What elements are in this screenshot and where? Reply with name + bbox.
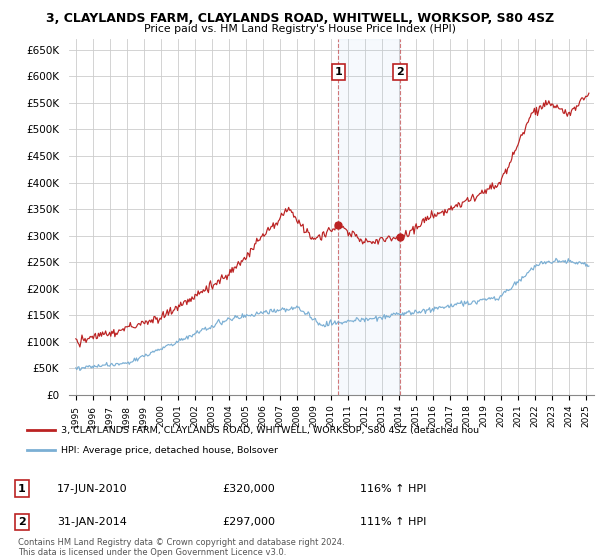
- Text: HPI: Average price, detached house, Bolsover: HPI: Average price, detached house, Bols…: [61, 446, 278, 455]
- Text: £297,000: £297,000: [222, 517, 275, 527]
- Bar: [338, 39, 400, 395]
- Text: 17-JUN-2010: 17-JUN-2010: [57, 484, 128, 493]
- Text: £320,000: £320,000: [222, 484, 275, 493]
- Text: 116% ↑ HPI: 116% ↑ HPI: [360, 484, 427, 493]
- Text: 2: 2: [18, 517, 26, 527]
- Text: 1: 1: [335, 67, 343, 77]
- Text: 111% ↑ HPI: 111% ↑ HPI: [360, 517, 427, 527]
- Text: Contains HM Land Registry data © Crown copyright and database right 2024.
This d: Contains HM Land Registry data © Crown c…: [18, 538, 344, 557]
- Text: 1: 1: [18, 484, 26, 493]
- Text: 3, CLAYLANDS FARM, CLAYLANDS ROAD, WHITWELL, WORKSOP, S80 4SZ (detached hou: 3, CLAYLANDS FARM, CLAYLANDS ROAD, WHITW…: [61, 426, 479, 435]
- Text: 3, CLAYLANDS FARM, CLAYLANDS ROAD, WHITWELL, WORKSOP, S80 4SZ: 3, CLAYLANDS FARM, CLAYLANDS ROAD, WHITW…: [46, 12, 554, 25]
- Text: 31-JAN-2014: 31-JAN-2014: [57, 517, 127, 527]
- Text: 2: 2: [396, 67, 404, 77]
- Text: Price paid vs. HM Land Registry's House Price Index (HPI): Price paid vs. HM Land Registry's House …: [144, 24, 456, 34]
